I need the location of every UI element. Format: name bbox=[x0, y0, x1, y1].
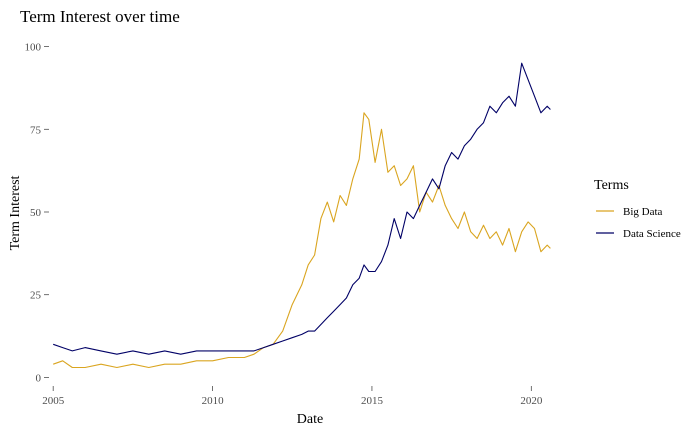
y-tick-label: 50 bbox=[30, 207, 42, 219]
x-axis: 2005 2010 2015 2020 bbox=[42, 386, 543, 407]
y-tick-label: 0 bbox=[36, 372, 42, 384]
series-line-data-science bbox=[53, 62, 551, 355]
x-tick-label: 2015 bbox=[361, 395, 384, 407]
x-tick-label: 2020 bbox=[520, 395, 543, 407]
y-tick-label: 100 bbox=[25, 42, 42, 54]
legend-label-data-science: Data Science bbox=[623, 228, 681, 240]
x-tick-label: 2005 bbox=[42, 395, 65, 407]
x-tick-label: 2010 bbox=[202, 395, 225, 407]
y-tick-label: 25 bbox=[30, 290, 42, 302]
series-group bbox=[53, 62, 551, 369]
y-tick-label: 75 bbox=[30, 124, 42, 136]
x-axis-title: Date bbox=[297, 412, 323, 427]
y-axis-title: Term Interest bbox=[8, 175, 23, 250]
legend-label-big-data: Big Data bbox=[623, 206, 663, 218]
series-line-big-data bbox=[53, 112, 551, 369]
y-axis: 0 25 50 75 100 bbox=[25, 42, 49, 384]
legend-items: Big Data Data Science bbox=[596, 206, 681, 240]
chart-title: Term Interest over time bbox=[20, 7, 180, 26]
legend: Terms Big Data Data Science bbox=[594, 178, 681, 240]
legend-title: Terms bbox=[594, 178, 629, 193]
